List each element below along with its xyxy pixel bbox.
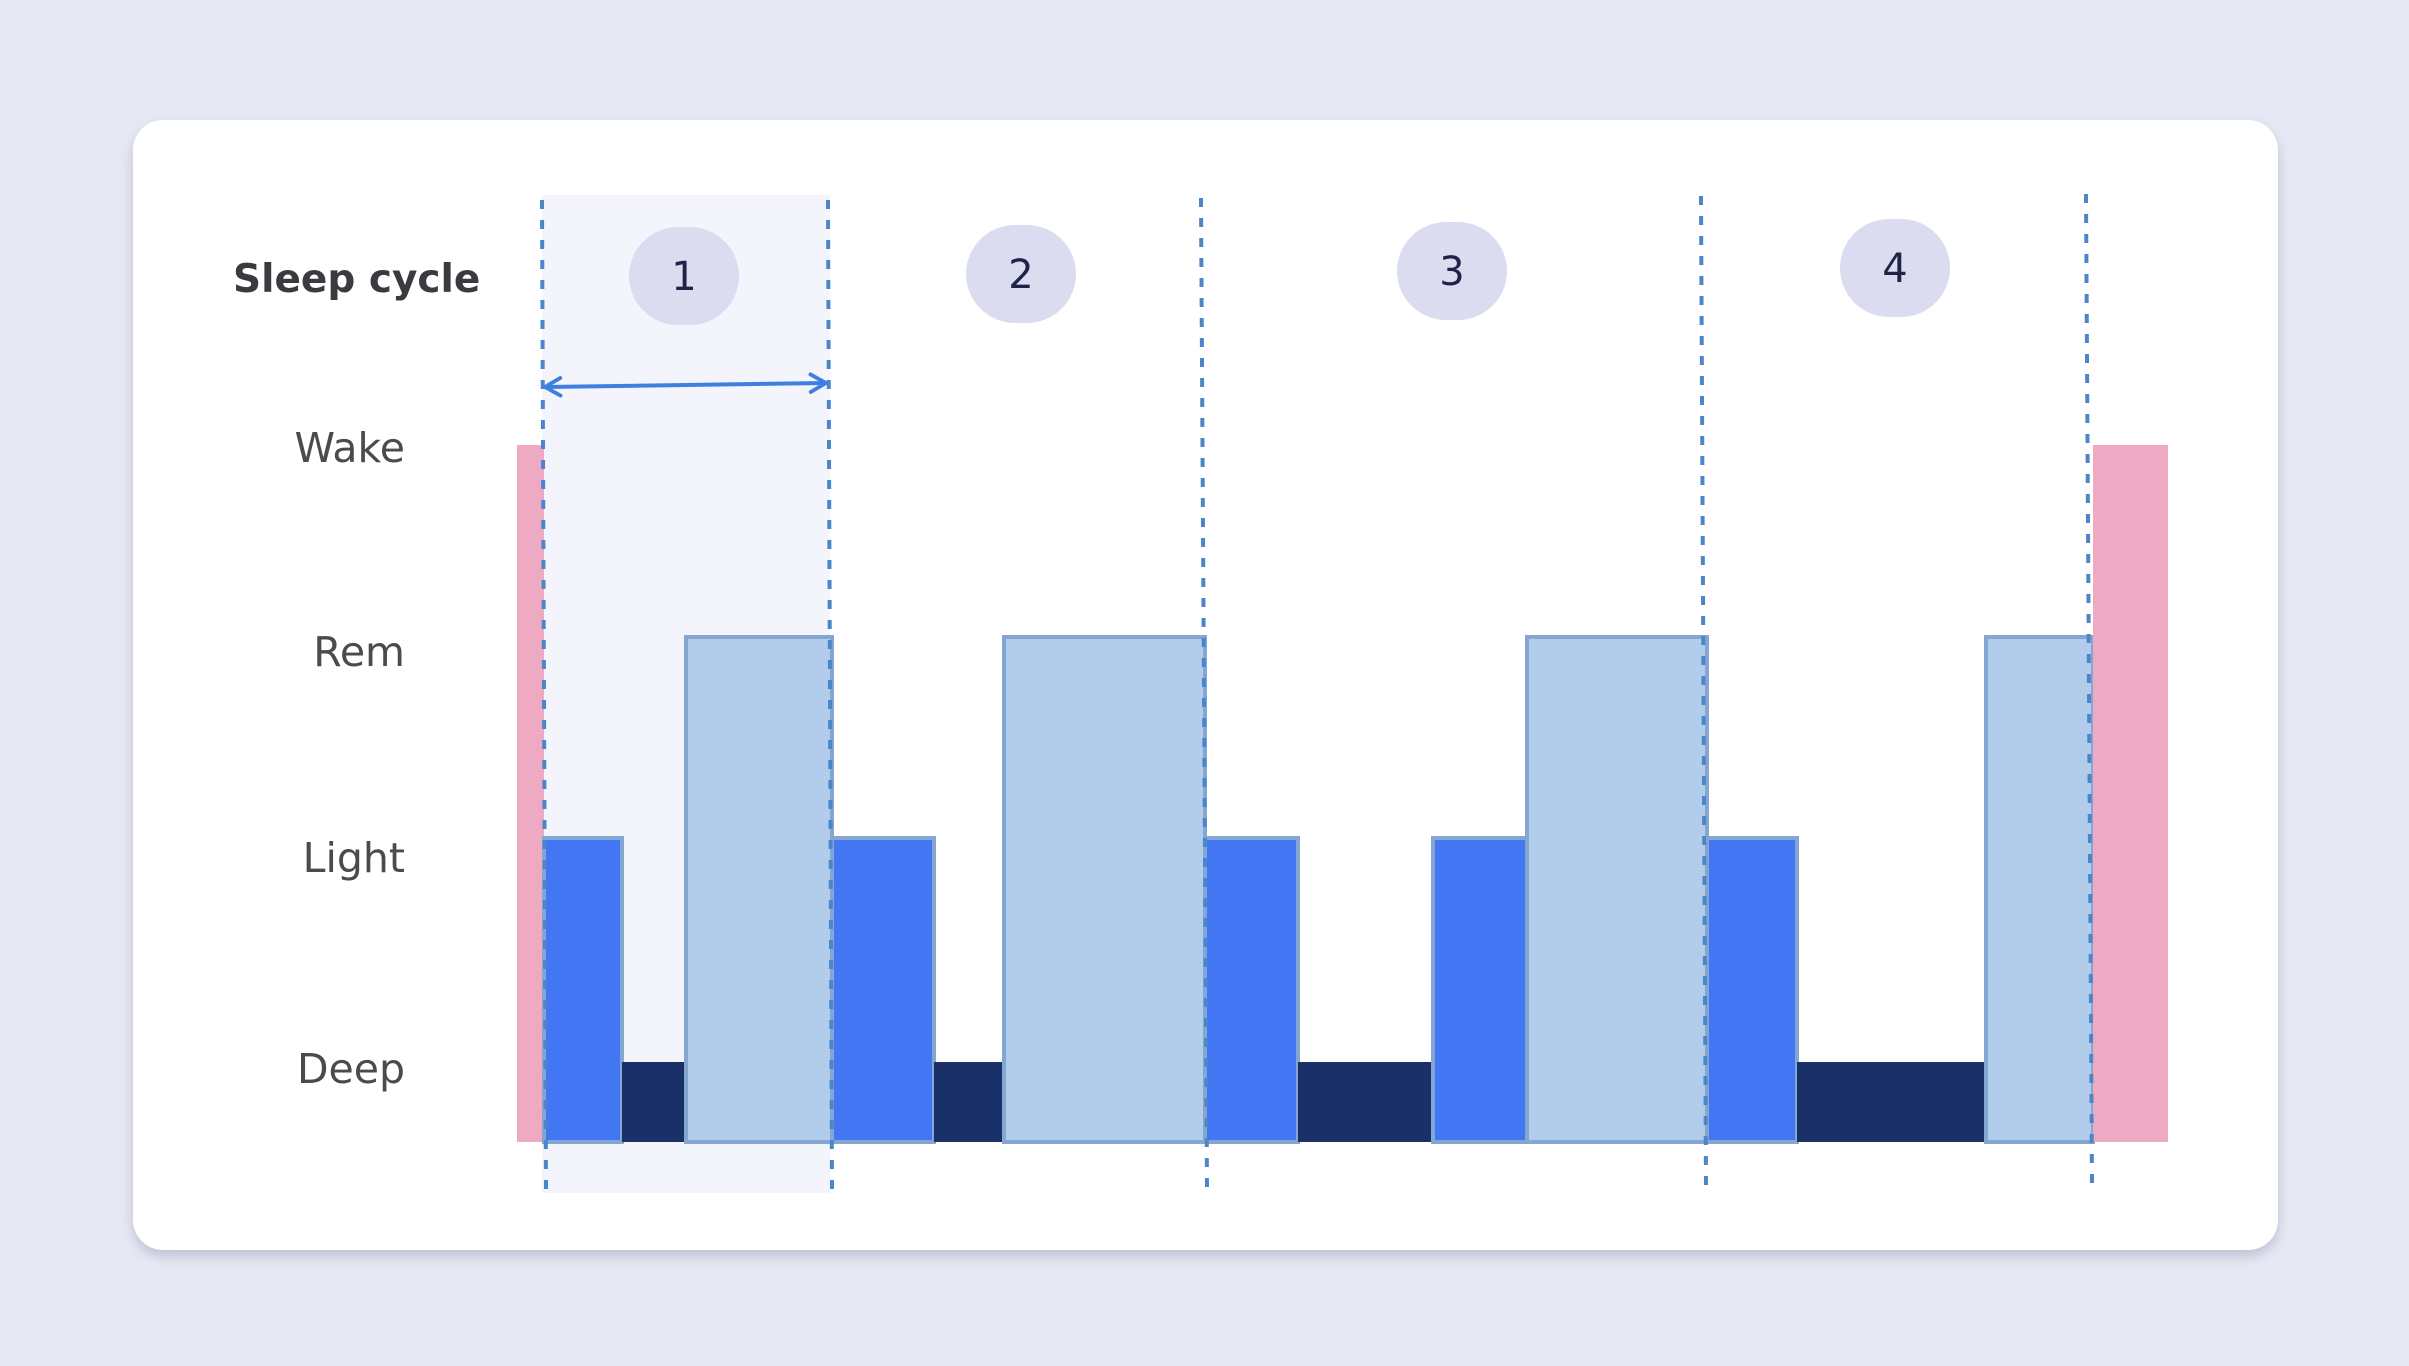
cycle-number: 3 (1439, 249, 1464, 295)
stage-bar-deep (934, 1062, 1004, 1142)
level-label-deep: Deep (297, 1045, 405, 1093)
cycle-duration-arrow (543, 372, 828, 398)
level-label-light: Light (303, 834, 405, 882)
hypnogram-bars (517, 445, 2168, 1144)
stage-bar-rem (684, 635, 834, 1144)
stage-bar-rem (1984, 635, 2095, 1144)
cycle-badge-2: 2 (966, 225, 1076, 323)
level-label-wake: Wake (294, 424, 405, 472)
divider-line (1699, 195, 1708, 1189)
stage-bar-light (1431, 836, 1529, 1144)
stage-bar-wake (2093, 445, 2168, 1142)
divider-line (826, 199, 834, 1193)
stage-bar-rem (1525, 635, 1709, 1144)
level-label-rem: Rem (313, 628, 405, 676)
cycle-dividers (540, 193, 2094, 1193)
cycle-number: 2 (1008, 252, 1033, 298)
cycle-badge-4: 4 (1840, 219, 1950, 317)
stage-bar-light (542, 836, 624, 1144)
stage-bar-light (830, 836, 936, 1144)
stage-bar-light (1203, 836, 1300, 1144)
cycle-badge-1: 1 (629, 227, 739, 325)
cycle-badge-3: 3 (1397, 222, 1507, 320)
stage-bar-light (1705, 836, 1799, 1144)
stage-bar-deep (622, 1062, 686, 1142)
divider-line (1199, 197, 1209, 1191)
stage-bar-wake (517, 445, 544, 1142)
stage-bar-deep (1298, 1062, 1433, 1142)
cycle-number: 1 (671, 254, 696, 300)
cycle-number: 4 (1882, 246, 1907, 292)
title-label: Sleep cycle (233, 257, 480, 302)
stage-bar-rem (1002, 635, 1207, 1144)
stage-bar-deep (1797, 1062, 1986, 1142)
divider-line (2084, 193, 2094, 1187)
divider-line (540, 199, 548, 1193)
